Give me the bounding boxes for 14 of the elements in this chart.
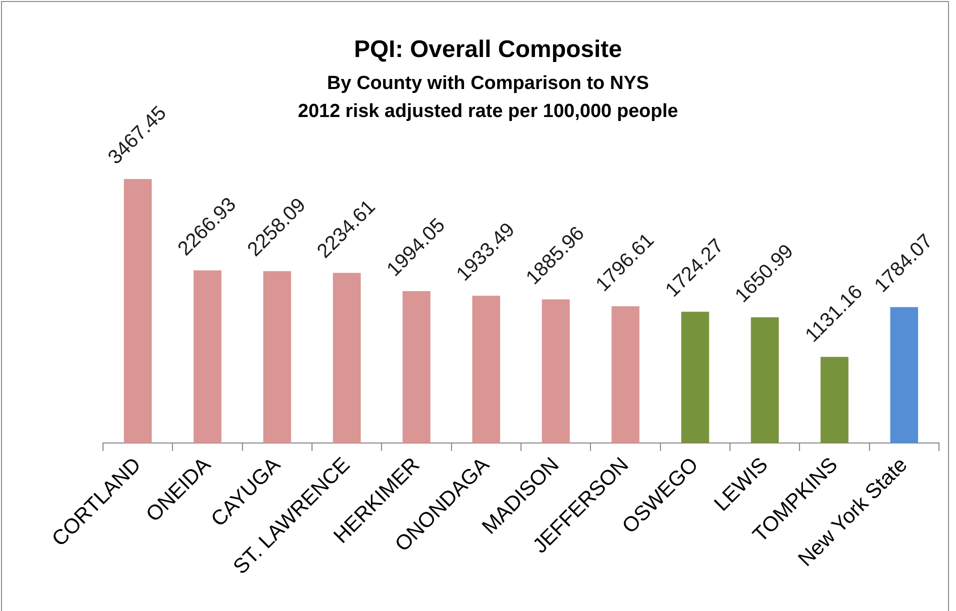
bar [750,317,779,443]
chart-title: PQI: Overall Composite [352,36,624,64]
bar [263,271,292,443]
bar [681,312,710,443]
bar [820,356,848,443]
bar [472,296,500,443]
bar [542,299,570,443]
bar [612,306,640,443]
bar [890,307,918,443]
bar [124,179,152,443]
bar [402,291,430,443]
bar [194,270,222,443]
chart-subtitle: By County with Comparison to NYS 2012 risk adjusted rate per 100,000 people [298,73,678,122]
bar [332,272,361,443]
